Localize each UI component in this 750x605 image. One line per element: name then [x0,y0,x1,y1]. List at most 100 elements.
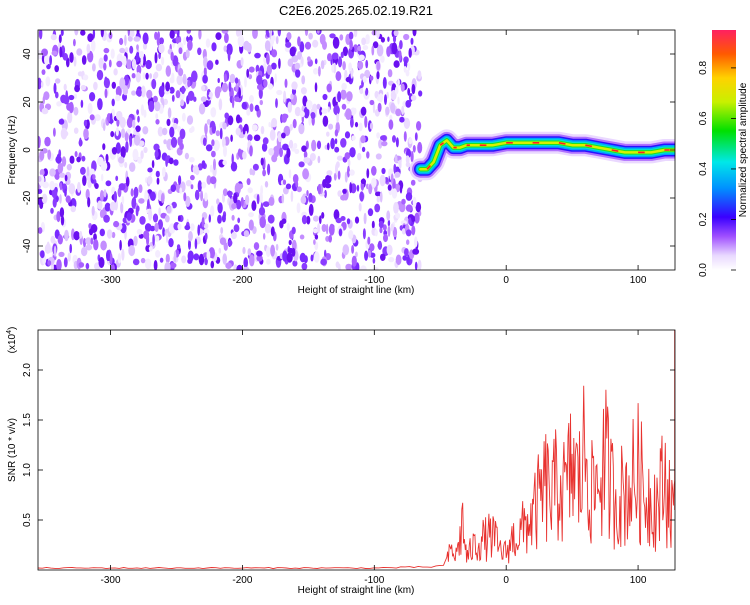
spectrogram-cell [58,118,65,125]
spectrogram-cell [335,217,342,224]
spectrogram-cell [49,168,56,177]
spectrogram-cell [60,30,64,36]
spectrogram-cell [135,51,140,63]
colorbar-tick-label: 0.0 [698,263,709,277]
spectrogram-cell [139,216,146,225]
spectrogram-cell [336,113,339,123]
spectrogram-cell [157,126,164,137]
spectrogram-cell [292,260,298,267]
spectrogram-cell [97,200,103,210]
spectrogram-cell [378,93,383,103]
spectrogram-cell [98,257,105,268]
spectrogram-cell [132,258,140,266]
spectrogram-cell [102,122,106,132]
spectrogram-cell [259,99,263,106]
spectrogram-cell [281,132,286,139]
spectrogram-cell [249,254,255,267]
spectrogram-cell [59,46,63,58]
spectrogram-cell [209,164,213,173]
spectrogram-cell [222,122,227,130]
spectrogram-cell [186,115,194,125]
spectrogram-cell [223,45,227,52]
spectrogram-cell [188,231,193,242]
spectrogram-cell [181,255,187,264]
spectrogram-cell [342,244,350,256]
spectrogram-cell [143,230,150,240]
spectrogram-cell [366,151,370,159]
spectrogram-cell [59,194,62,204]
spectrogram-cell [206,250,211,261]
spectrogram-cell [331,64,335,73]
spectrogram-cell [175,90,181,99]
spectrogram-cell [155,63,163,72]
spectrogram-cell [148,246,153,252]
colorbar-tick-label: 0.2 [698,212,709,226]
spectrogram-cell [158,207,161,216]
spectrogram-cell [285,41,292,48]
spectrogram-cell [327,142,330,151]
spectrogram-cell [170,51,174,61]
spectrogram-cell [270,244,275,257]
spectrogram-cell [414,236,418,248]
spectrogram-cell [110,131,115,138]
spectrogram-cell [359,191,365,202]
spectrogram-cell [190,184,194,190]
spectrogram-cell [79,230,83,239]
spectrogram-cell [171,94,175,102]
spectrogram-cell [349,147,356,158]
spectrogram-cell [187,79,191,88]
spectrogram-cell [248,212,255,218]
spectrogram-cell [41,107,49,115]
spectrogram-cell [325,175,331,184]
spectrogram-cell [242,246,246,255]
spectrogram-cell [219,127,223,140]
spectrogram-cell [398,50,402,61]
spectrogram-cell [361,146,366,153]
spectrogram-cell [336,155,343,161]
spectrogram-cell [213,139,220,152]
spectrogram-cell [160,96,164,104]
spectrogram-cell [44,243,51,254]
spectrogram-cell [170,184,177,192]
colorbar: 0.0 0.2 0.4 0.6 0.8 Normalized spectral ampl… [698,30,749,277]
spectrogram-cell [89,168,95,176]
spectrogram-cell [200,190,204,202]
spectrogram-cell [321,108,328,114]
spectrogram-cell [173,250,177,263]
spectrogram-cell [55,78,61,84]
spectrogram-cell [281,218,287,224]
spectrogram-cell [43,91,50,101]
spectrogram-cell [42,181,49,189]
spectrogram-cell [100,240,107,251]
spectrogram-cell [244,76,247,88]
spectrogram-cell [168,157,174,165]
spectrogram-cell [99,209,104,218]
spectrogram-cell [180,99,185,107]
spectrogram-cell [87,33,94,42]
spectrogram-cell [133,129,137,135]
spectrogram-cell [121,195,125,205]
spectrogram-cell [86,166,90,177]
spectrogram-cell [324,189,327,199]
spectrogram-cell [390,102,396,114]
spectrogram-cell [301,215,308,225]
colorbar-tick-label: 0.4 [698,162,709,176]
spectrogram-cell [102,143,106,151]
spectrogram-cell [208,91,213,98]
spectrogram-cell [365,89,368,96]
spectrogram-cell [82,74,89,81]
spectrogram-cell [210,205,215,217]
snr-ylabel: SNR (10 * v/v) [7,418,18,482]
spectrogram-cell [376,30,380,39]
spectrogram-cell [206,175,212,185]
spectrogram-cell [249,103,254,112]
spectrogram-cell [144,190,149,202]
spectrogram-cell [295,69,301,78]
spectrogram-cell [292,118,297,129]
spectrogram-cell [41,48,48,57]
spectrogram-cell [334,146,340,153]
spectrogram-cell [405,229,412,237]
spectrogram-cell [414,213,420,222]
spectrogram-cell [111,98,115,107]
spectrogram-cell [387,225,391,237]
